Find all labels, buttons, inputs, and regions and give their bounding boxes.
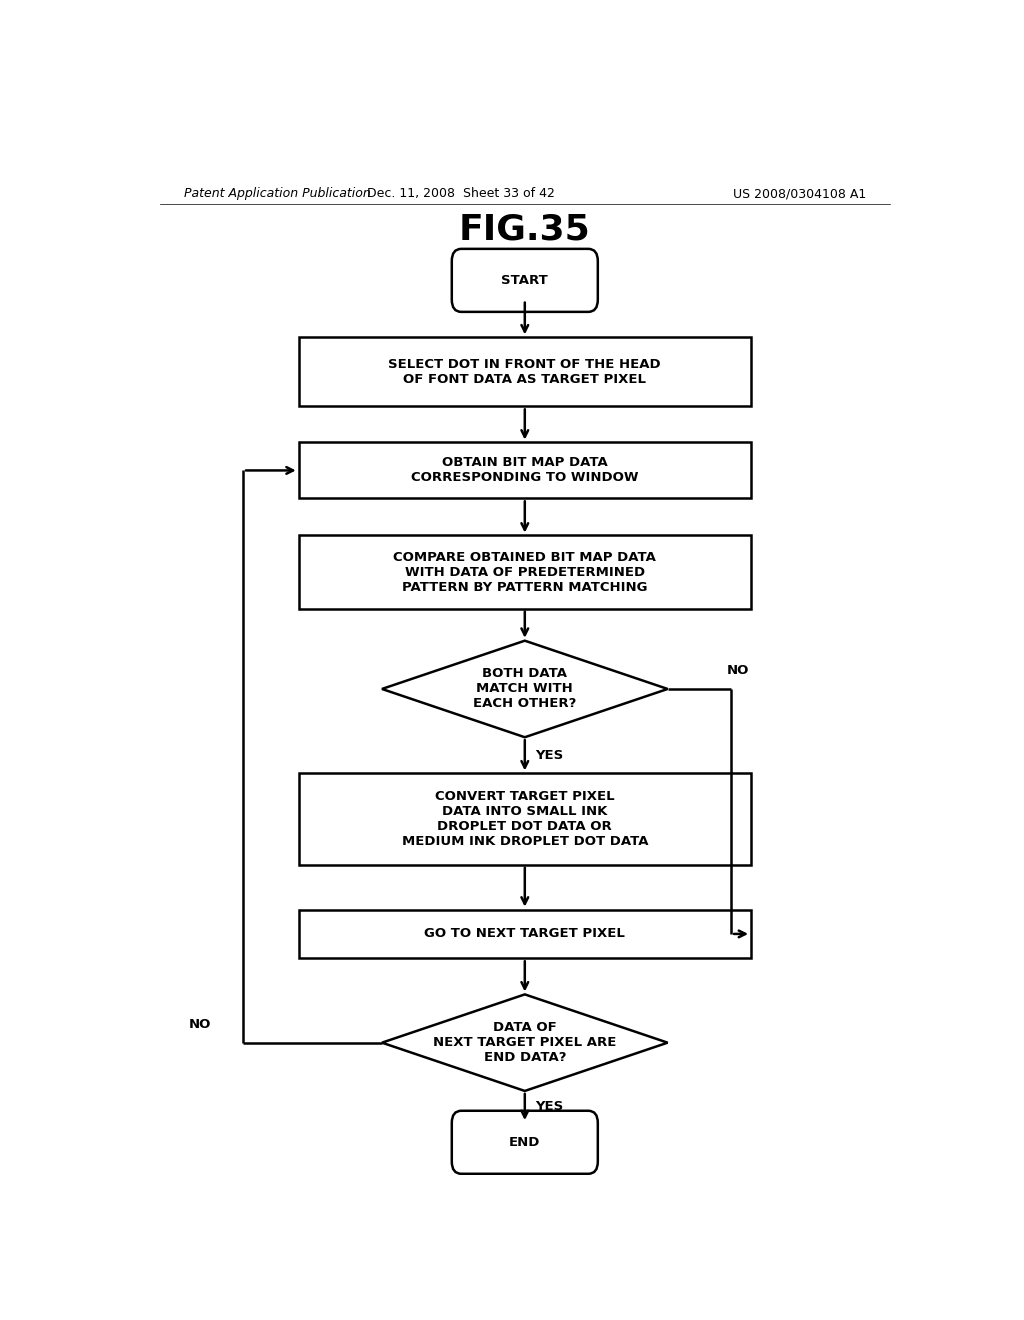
Text: YES: YES: [536, 748, 563, 762]
Polygon shape: [382, 640, 668, 738]
Text: US 2008/0304108 A1: US 2008/0304108 A1: [733, 187, 866, 201]
Text: OBTAIN BIT MAP DATA
CORRESPONDING TO WINDOW: OBTAIN BIT MAP DATA CORRESPONDING TO WIN…: [411, 457, 639, 484]
FancyBboxPatch shape: [452, 249, 598, 312]
Text: FIG.35: FIG.35: [459, 213, 591, 247]
Text: BOTH DATA
MATCH WITH
EACH OTHER?: BOTH DATA MATCH WITH EACH OTHER?: [473, 668, 577, 710]
Text: Patent Application Publication: Patent Application Publication: [183, 187, 371, 201]
Text: YES: YES: [536, 1101, 563, 1114]
FancyBboxPatch shape: [452, 1110, 598, 1173]
Bar: [299, 774, 751, 865]
Bar: [299, 536, 751, 609]
Bar: [299, 909, 751, 958]
Text: START: START: [502, 273, 548, 286]
Text: GO TO NEXT TARGET PIXEL: GO TO NEXT TARGET PIXEL: [424, 928, 626, 940]
Text: NO: NO: [727, 664, 750, 677]
Text: Dec. 11, 2008  Sheet 33 of 42: Dec. 11, 2008 Sheet 33 of 42: [368, 187, 555, 201]
Bar: [299, 338, 751, 407]
Text: CONVERT TARGET PIXEL
DATA INTO SMALL INK
DROPLET DOT DATA OR
MEDIUM INK DROPLET : CONVERT TARGET PIXEL DATA INTO SMALL INK…: [401, 791, 648, 847]
Text: NO: NO: [189, 1018, 211, 1031]
Text: DATA OF
NEXT TARGET PIXEL ARE
END DATA?: DATA OF NEXT TARGET PIXEL ARE END DATA?: [433, 1022, 616, 1064]
Text: END: END: [509, 1135, 541, 1148]
Text: SELECT DOT IN FRONT OF THE HEAD
OF FONT DATA AS TARGET PIXEL: SELECT DOT IN FRONT OF THE HEAD OF FONT …: [388, 358, 662, 385]
Bar: [299, 442, 751, 499]
Text: COMPARE OBTAINED BIT MAP DATA
WITH DATA OF PREDETERMINED
PATTERN BY PATTERN MATC: COMPARE OBTAINED BIT MAP DATA WITH DATA …: [393, 550, 656, 594]
Polygon shape: [382, 994, 668, 1090]
